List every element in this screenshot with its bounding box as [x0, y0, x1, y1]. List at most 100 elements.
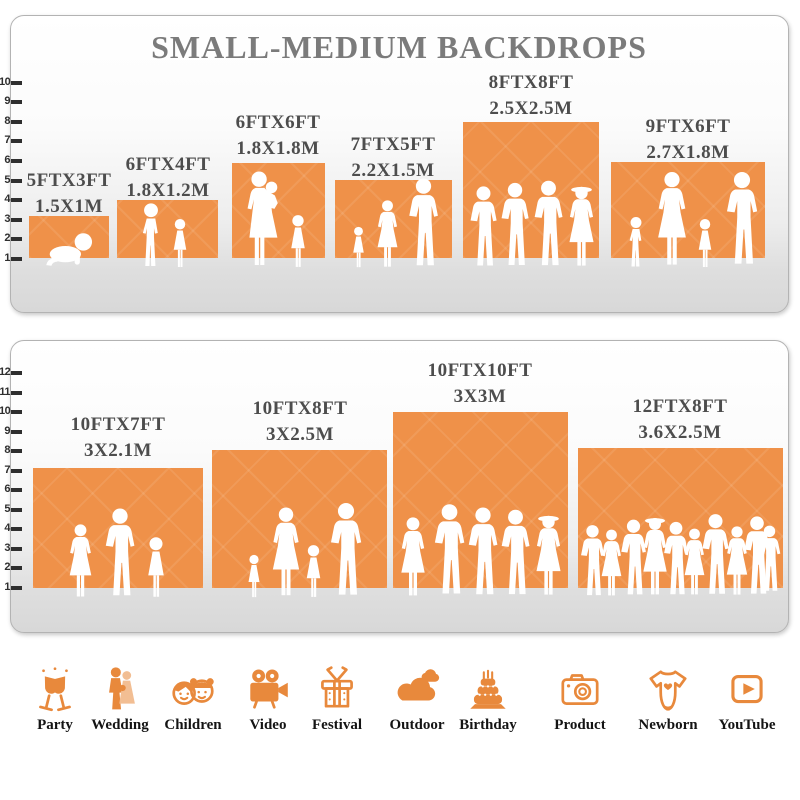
ruler-number: 11 [0, 385, 11, 398]
ruler-number: 3 [4, 541, 10, 554]
ruler-number: 4 [4, 522, 10, 535]
baby-silhouette [46, 233, 93, 266]
size-m: 2.2X1.5M [351, 159, 435, 181]
ruler-tick [11, 198, 22, 203]
ruler-tick [11, 546, 22, 551]
ruler-tick [11, 370, 22, 375]
size-ft: 10FTX8FT [252, 398, 348, 419]
ruler-number: 3 [4, 212, 10, 225]
backdrop-size-label: 10FTX7FT 3X2.1M [30, 412, 206, 463]
backdrop-size-label: 9FTX6FT 2.7X1.8M [600, 114, 776, 165]
backdrop-9x6 [611, 162, 765, 267]
family-silhouette [629, 171, 758, 267]
ruler-number: 10 [0, 405, 11, 418]
category-label: Newborn [638, 717, 698, 733]
size-ft: 5FTX3FT [26, 170, 112, 191]
size-m: 1.8X1.2M [126, 179, 210, 201]
size-m: 3X2.1M [84, 439, 152, 461]
adults-group-silhouette [470, 180, 594, 266]
category-outdoor: Outdoor [375, 664, 459, 734]
category-wedding: Wedding [78, 664, 162, 734]
category-video: Video [226, 664, 310, 734]
category-youtube: YouTube [705, 664, 789, 734]
ruler-tick [11, 507, 22, 512]
ruler-tick [11, 410, 22, 415]
family-silhouette [248, 502, 362, 598]
category-children: Children [151, 664, 235, 734]
page-title: SMALL-MEDIUM BACKDROPS [151, 29, 647, 65]
ruler-number: 9 [4, 95, 10, 108]
ruler-number: 4 [4, 193, 10, 206]
backdrop-size-label: 7FTX5FT 2.2X1.5M [305, 132, 481, 183]
ruler-number: 9 [4, 424, 10, 437]
outdoor-clouds-icon [397, 669, 440, 701]
size-m: 2.5X2.5M [489, 97, 573, 119]
ruler-tick [11, 119, 22, 124]
size-m: 3.6X2.5M [638, 421, 722, 443]
ruler-tick [11, 217, 22, 222]
category-label: Birthday [459, 717, 517, 733]
size-m: 3X3M [453, 385, 507, 407]
family-silhouette [69, 508, 164, 597]
youtube-play-icon [731, 674, 763, 704]
category-newborn: Newborn [626, 664, 710, 734]
ruler-tick [11, 100, 22, 105]
size-ft: 6FTX6FT [235, 112, 321, 133]
ruler-tick [11, 429, 22, 434]
category-label: Festival [312, 717, 362, 733]
size-ft: 9FTX6FT [645, 116, 731, 137]
size-ft: 12FTX8FT [632, 396, 728, 417]
backdrop-7x5 [335, 178, 452, 268]
ruler-tick [11, 586, 22, 590]
children-silhouette [142, 203, 187, 267]
category-label: Product [554, 717, 606, 733]
party-glasses-icon [39, 667, 71, 712]
ruler-tick [11, 139, 22, 144]
category-label: YouTube [718, 717, 776, 733]
size-m: 2.7X1.8M [646, 141, 730, 163]
category-product: Product [538, 664, 622, 734]
category-festival: Festival [295, 664, 379, 734]
ruler-bottom: 1 2 3 4 5 6 7 8 9 10 11 12 [0, 340, 26, 631]
video-camera-icon [250, 669, 288, 709]
ruler-number: 1 [4, 581, 10, 593]
size-ft: 10FTX10FT [427, 360, 533, 381]
backdrop-size-label: 10FTX8FT 3X2.5M [212, 396, 388, 447]
ruler-tick [11, 390, 22, 395]
ruler-number: 8 [4, 444, 10, 457]
ruler-tick [11, 488, 22, 493]
size-m: 1.5X1M [35, 195, 103, 217]
category-label: Video [249, 717, 287, 733]
category-label: Wedding [91, 717, 149, 733]
backdrop-8x8 [463, 122, 599, 266]
category-party: Party [13, 664, 97, 734]
ruler-tick [11, 257, 22, 261]
wedding-couple-icon [109, 667, 135, 710]
category-label: Party [37, 717, 73, 733]
ruler-number: 8 [4, 114, 10, 127]
ruler-number: 6 [4, 483, 10, 496]
adults-group-silhouette [401, 504, 561, 596]
backdrop-size-label: 8FTX8FT 2.5X2.5M [443, 70, 619, 121]
category-birthday: Birthday [446, 664, 530, 734]
ruler-number: 12 [0, 365, 11, 378]
size-ft: 10FTX7FT [70, 414, 166, 435]
children-faces-icon [172, 678, 214, 705]
festival-gift-icon [321, 666, 353, 708]
ruler-number: 6 [4, 154, 10, 166]
ruler-number: 7 [4, 463, 10, 476]
size-m: 3X2.5M [266, 423, 334, 445]
crowd-silhouette [581, 514, 781, 596]
ruler-number: 7 [4, 134, 10, 147]
backdrop-size-label: 5FTX3FT 1.5X1M [0, 168, 157, 219]
birthday-cake-icon [470, 669, 506, 709]
size-ft: 7FTX5FT [350, 134, 436, 155]
ruler-number: 5 [4, 173, 10, 186]
ruler-tick [11, 159, 22, 163]
backdrop-size-label: 12FTX8FT 3.6X2.5M [592, 394, 768, 445]
backdrop-6x6 [232, 163, 325, 267]
ruler-tick [11, 468, 22, 473]
ruler-number: 2 [4, 232, 10, 245]
ruler-tick [11, 527, 22, 532]
ruler-tick [11, 449, 22, 454]
